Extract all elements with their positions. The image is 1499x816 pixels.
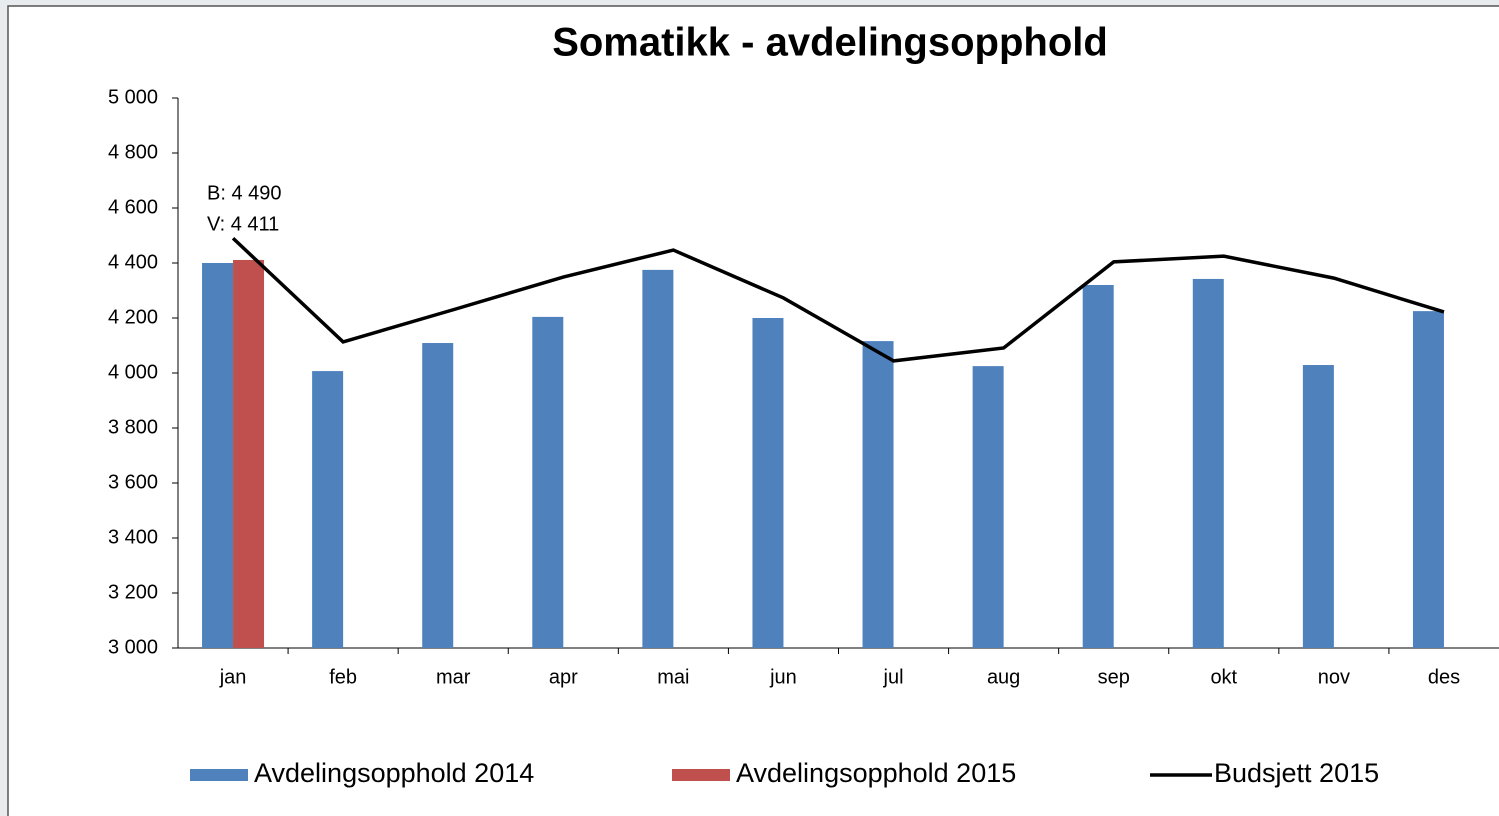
- x-tick-label: apr: [549, 666, 578, 688]
- line: [231, 236, 1445, 363]
- y-tick-label: 3 200: [108, 581, 158, 603]
- y-tick-label: 5 000: [108, 86, 158, 108]
- x-tick-label: mar: [436, 666, 471, 688]
- y-tick-label: 3 600: [108, 471, 158, 493]
- chart-title: Somatikk - avdelingsopphold: [552, 21, 1108, 65]
- bar: [752, 318, 784, 648]
- bar: [532, 316, 564, 648]
- bar: [233, 259, 265, 648]
- y-tick-label: 3 800: [108, 416, 158, 438]
- bar: [1192, 278, 1224, 648]
- y-tick-label: 4 800: [108, 141, 158, 163]
- x-tick-label: des: [1428, 666, 1460, 688]
- bar: [1082, 285, 1114, 648]
- legend-swatch: [190, 769, 248, 781]
- y-tick-label: 4 200: [108, 306, 158, 328]
- y-tick-label: 3 400: [108, 526, 158, 548]
- bar: [862, 341, 894, 648]
- x-tick-label: jul: [883, 666, 904, 688]
- bar: [642, 269, 674, 648]
- bar: [972, 366, 1004, 648]
- x-tick-label: feb: [329, 666, 357, 688]
- annotation: B: 4 490: [207, 182, 282, 204]
- y-tick-label: 4 400: [108, 251, 158, 273]
- y-tick-label: 4 600: [108, 196, 158, 218]
- x-tick-label: jan: [219, 666, 247, 688]
- x-tick-label: sep: [1098, 666, 1130, 688]
- x-tick-label: mai: [657, 666, 689, 688]
- x-tick-label: nov: [1318, 666, 1350, 688]
- y-tick-label: 3 000: [108, 636, 158, 658]
- legend-label: Avdelingsopphold 2015: [736, 758, 1016, 788]
- legend-label: Avdelingsopphold 2014: [254, 758, 534, 788]
- bar: [422, 343, 454, 648]
- x-tick-label: okt: [1210, 666, 1237, 688]
- bar: [202, 263, 234, 648]
- bar: [1412, 311, 1444, 648]
- bar: [1302, 365, 1334, 648]
- bar: [312, 371, 344, 648]
- x-tick-label: aug: [987, 666, 1020, 688]
- legend-swatch: [672, 769, 730, 781]
- y-tick-label: 4 000: [108, 361, 158, 383]
- legend-label: Budsjett 2015: [1214, 758, 1379, 788]
- annotation: V: 4 411: [207, 213, 279, 235]
- x-tick-label: jun: [769, 666, 797, 688]
